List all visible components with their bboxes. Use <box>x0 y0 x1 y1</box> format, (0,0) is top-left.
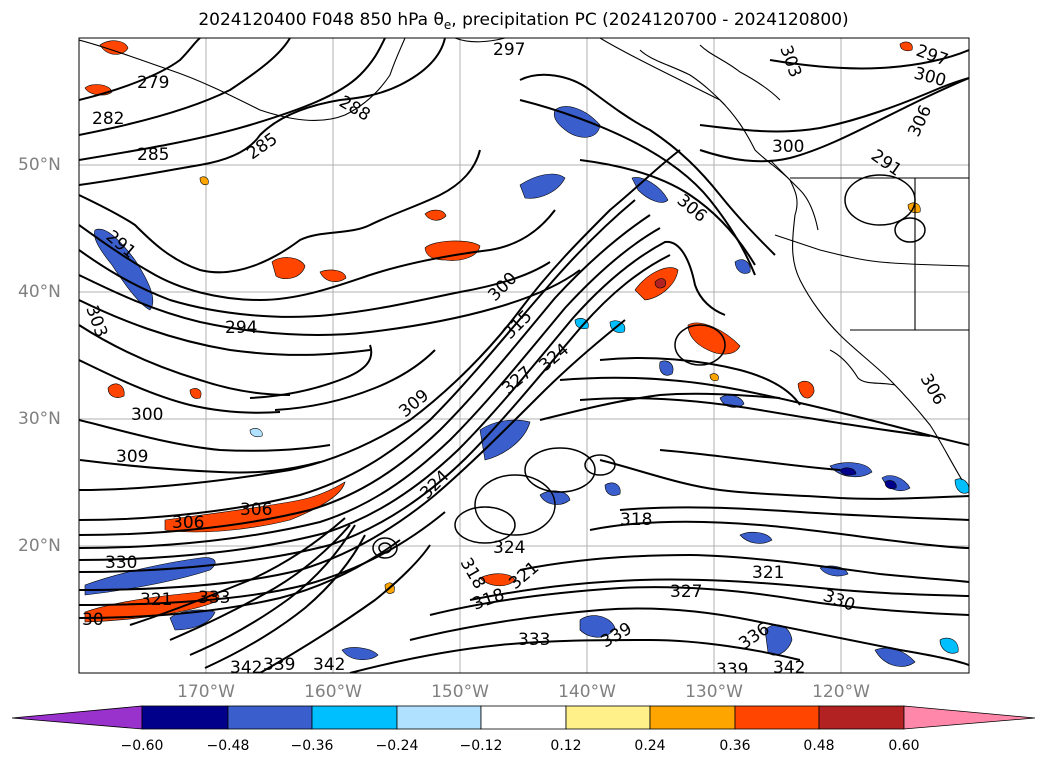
coastlines <box>79 38 969 481</box>
theta-e-contours <box>79 38 969 673</box>
contour-label: 285 <box>137 145 169 165</box>
precip-blob <box>319 269 347 282</box>
precip-blob <box>249 428 263 438</box>
precip-blob <box>199 176 209 186</box>
contour-label: 339 <box>263 655 295 675</box>
colorbar-tick-label: 0.48 <box>803 738 835 754</box>
precip-blob <box>84 591 220 623</box>
colorbar-extend-high <box>903 705 1036 730</box>
precip-blob <box>479 573 516 587</box>
contour-label: 342 <box>773 658 805 678</box>
precip-blob <box>341 647 379 660</box>
precip-blob <box>709 373 719 382</box>
precip-blob <box>939 637 959 654</box>
precip-blob <box>169 609 216 631</box>
longitude-label: 150°W <box>431 682 489 702</box>
precip-blob <box>107 383 125 398</box>
contour-label: 30 <box>82 610 104 630</box>
colorbar-tick-label: 0.36 <box>719 738 751 754</box>
latitude-label: 20°N <box>18 536 61 556</box>
contour-label: 330 <box>105 553 137 573</box>
precip-blob <box>271 257 306 279</box>
precip-blob <box>574 318 589 330</box>
colorbar-bin <box>818 705 905 730</box>
precip-blob <box>519 173 566 199</box>
longitude-label: 140°W <box>558 682 616 702</box>
precip-blob <box>899 41 913 52</box>
colorbar-bin <box>396 705 482 730</box>
colorbar-bin <box>141 705 229 730</box>
precip-blob <box>884 480 897 490</box>
contour-label: 279 <box>137 73 169 93</box>
contour-label: 333 <box>198 588 230 608</box>
contour-label: 342 <box>230 658 262 678</box>
colorbar-tick-label: 0.24 <box>634 738 666 754</box>
contour-label: 321 <box>140 590 172 610</box>
contour-label: 309 <box>116 447 148 467</box>
latitude-label: 30°N <box>18 409 61 429</box>
contour-label: 300 <box>772 137 804 157</box>
longitude-label: 160°W <box>304 682 362 702</box>
precip-blob <box>424 209 447 221</box>
longitude-label: 170°W <box>177 682 235 702</box>
contour-label: 300 <box>131 405 163 425</box>
latitude-label: 40°N <box>18 282 61 302</box>
contour-label: 339 <box>716 660 748 680</box>
precip-blob <box>94 228 154 311</box>
precip-blob <box>734 259 751 274</box>
precip-blob <box>604 482 621 496</box>
contour-label: 294 <box>225 318 257 338</box>
precip-blob <box>659 360 674 376</box>
colorbar-tick-label: 0.60 <box>888 738 920 754</box>
contour-label: 321 <box>752 563 784 583</box>
colorbar-extend-low <box>11 705 143 730</box>
precip-blob <box>797 380 815 399</box>
colorbar-tick-label: −0.24 <box>375 738 419 754</box>
colorbar-bin <box>311 705 398 730</box>
contour-label: 282 <box>92 109 124 129</box>
contour-label: 327 <box>670 582 702 602</box>
precip-blob <box>189 388 202 399</box>
colorbar <box>11 705 1036 730</box>
map-frame <box>78 37 970 674</box>
precip-blob <box>99 40 129 55</box>
theta-e-closed-contours <box>372 174 926 559</box>
colorbar-tick-label: −0.12 <box>459 738 503 754</box>
colorbar-tick-label: 0.12 <box>550 738 582 754</box>
precip-blob <box>739 531 773 544</box>
precip-blob <box>164 481 346 533</box>
contour-label: 318 <box>620 510 652 530</box>
precip-blob <box>579 615 616 638</box>
contour-label: 333 <box>518 630 550 650</box>
longitude-label: 120°W <box>812 682 870 702</box>
colorbar-tick-label: −0.48 <box>206 738 250 754</box>
colorbar-bin <box>734 705 820 730</box>
contour-label: 297 <box>493 40 525 60</box>
colorbar-bin <box>227 705 313 730</box>
precip-blob <box>839 467 857 476</box>
colorbar-bin <box>565 705 651 730</box>
contour-label: 306 <box>240 500 272 520</box>
colorbar-bin <box>480 705 567 730</box>
contour-label: 324 <box>493 538 525 558</box>
latitude-label: 50°N <box>18 155 61 175</box>
colorbar-tick-label: −0.60 <box>120 738 164 754</box>
contour-label: 306 <box>172 513 204 533</box>
contour-label: 342 <box>313 655 345 675</box>
gridlines <box>79 38 969 673</box>
precip-blob <box>654 278 666 289</box>
colorbar-bin <box>649 705 736 730</box>
map-title: 2024120400 F048 850 hPa θe, precipitatio… <box>198 10 849 32</box>
precip-blob <box>424 240 481 261</box>
longitude-label: 130°W <box>685 682 743 702</box>
colorbar-tick-label: −0.36 <box>290 738 334 754</box>
precip-positive-anomalies <box>84 40 921 623</box>
precip-blob <box>687 322 741 355</box>
